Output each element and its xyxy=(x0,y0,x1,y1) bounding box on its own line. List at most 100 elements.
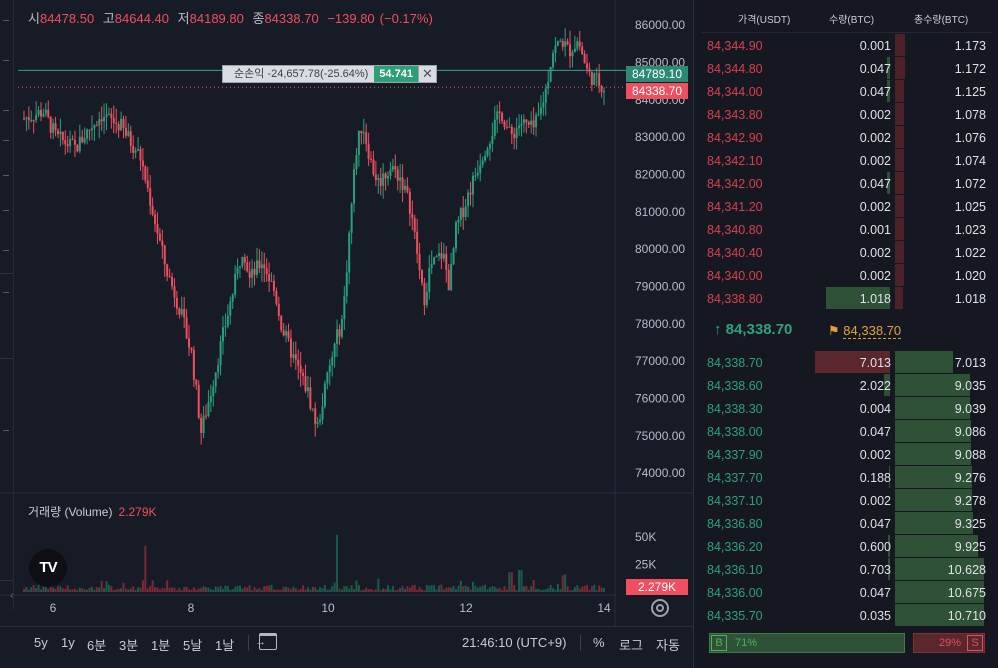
log-scale-button[interactable]: 로그 xyxy=(619,638,643,653)
change-value: −139.80 xyxy=(327,11,375,26)
bid-row[interactable]: 84,337.10 0.002 9.278 xyxy=(702,489,992,512)
tool-marker[interactable] xyxy=(3,175,9,176)
volume-bar xyxy=(418,586,421,592)
volume-bar xyxy=(404,589,407,592)
ask-row[interactable]: 84,342.10 0.002 1.074 xyxy=(702,149,992,172)
timeframe-1y[interactable]: 1y xyxy=(61,635,75,650)
bid-price: 84,336.20 xyxy=(707,540,763,554)
ask-row[interactable]: 84,338.80 1.018 1.018 xyxy=(702,287,992,310)
bid-price: 84,338.00 xyxy=(707,425,763,439)
candle-body xyxy=(93,125,96,129)
timeframe-5d[interactable]: 5날 xyxy=(183,638,203,653)
bid-row[interactable]: 84,338.00 0.047 9.086 xyxy=(702,420,992,443)
ask-row[interactable]: 84,344.80 0.047 1.172 xyxy=(702,57,992,80)
candle-body xyxy=(73,139,76,145)
volume-bar xyxy=(428,585,431,592)
bid-row[interactable]: 84,336.20 0.600 9.925 xyxy=(702,535,992,558)
close-icon[interactable]: ✕ xyxy=(417,66,436,82)
candle-body xyxy=(348,232,351,273)
bid-qty-bar xyxy=(889,466,890,488)
candle-body xyxy=(586,63,589,69)
tool-marker[interactable] xyxy=(3,20,9,21)
bid-row[interactable]: 84,336.00 0.047 10.675 xyxy=(702,581,992,604)
position-pnl: 순손익 -24,657.78(-25.64%) xyxy=(223,66,375,82)
volume-bar xyxy=(333,582,336,592)
ask-row[interactable]: 84,340.00 0.002 1.020 xyxy=(702,264,992,287)
bid-total: 9.278 xyxy=(954,494,986,508)
ask-row[interactable]: 84,342.00 0.047 1.072 xyxy=(702,172,992,195)
toolbar-separator xyxy=(248,635,249,651)
timeframe-1d[interactable]: 1날 xyxy=(215,638,235,653)
bid-row[interactable]: 84,338.30 0.004 9.039 xyxy=(702,397,992,420)
ask-row[interactable]: 84,342.90 0.002 1.076 xyxy=(702,126,992,149)
high-value: 84644.40 xyxy=(114,11,170,26)
bid-row[interactable]: 84,338.60 2.022 9.035 xyxy=(702,374,992,397)
bid-row[interactable]: 84,337.70 0.188 9.276 xyxy=(702,466,992,489)
volume-bar xyxy=(566,586,569,592)
tool-marker[interactable] xyxy=(3,292,9,293)
volume-bar xyxy=(88,587,91,592)
tradingview-logo-icon[interactable]: TV xyxy=(29,549,67,587)
bid-qty-bar xyxy=(888,558,890,580)
timeframe-5y[interactable]: 5y xyxy=(34,635,48,650)
volume-bar xyxy=(168,587,171,592)
gear-icon[interactable] xyxy=(651,599,669,617)
volume-bar xyxy=(224,585,227,592)
tool-marker[interactable] xyxy=(3,430,9,431)
tool-marker[interactable] xyxy=(3,60,9,61)
candle-body xyxy=(391,166,394,170)
timeframe-6m[interactable]: 6분 xyxy=(87,638,107,653)
position-tag[interactable]: 순손익 -24,657.78(-25.64%) 54.741 ✕ xyxy=(222,65,437,83)
ask-row[interactable]: 84,344.90 0.001 1.173 xyxy=(702,34,992,57)
tool-marker[interactable] xyxy=(3,210,9,211)
candle-body xyxy=(231,294,234,302)
volume-bar xyxy=(294,588,297,592)
candle-body xyxy=(416,231,419,254)
candle-body xyxy=(224,326,227,328)
volume-bar xyxy=(54,588,57,592)
bid-row[interactable]: 84,336.10 0.703 10.628 xyxy=(702,558,992,581)
tool-marker[interactable] xyxy=(3,250,9,251)
mark-price[interactable]: ⚑ 84,338.70 xyxy=(828,323,902,339)
bid-row[interactable]: 84,337.90 0.002 9.088 xyxy=(702,443,992,466)
price-tick-label: 77000.00 xyxy=(635,354,685,368)
auto-scale-button[interactable]: 자동 xyxy=(656,638,680,653)
candle-body xyxy=(122,118,125,128)
price-chart-svg[interactable]: 86000.0085000.0084000.0083000.0082000.00… xyxy=(0,0,694,626)
volume-bar xyxy=(571,590,574,592)
bid-qty-bar xyxy=(884,374,890,396)
volume-bar xyxy=(287,587,290,592)
volume-bar xyxy=(221,589,224,592)
volume-bar xyxy=(144,545,147,592)
price-tick-label: 86000.00 xyxy=(635,18,685,32)
bid-row[interactable]: 84,335.70 0.035 10.710 xyxy=(702,604,992,627)
bid-qty: 0.004 xyxy=(859,402,891,416)
volume-bar xyxy=(471,581,474,592)
ask-row[interactable]: 84,340.80 0.001 1.023 xyxy=(702,218,992,241)
candle-body xyxy=(370,158,373,160)
ask-row[interactable]: 84,340.40 0.002 1.022 xyxy=(702,241,992,264)
tool-marker[interactable] xyxy=(3,110,9,111)
volume-bar xyxy=(302,585,305,592)
ask-row[interactable]: 84,344.00 0.047 1.125 xyxy=(702,80,992,103)
timeframe-1m[interactable]: 1분 xyxy=(151,638,171,653)
volume-bar xyxy=(396,589,399,592)
ask-row[interactable]: 84,343.80 0.002 1.078 xyxy=(702,103,992,126)
timeframe-3m[interactable]: 3분 xyxy=(119,638,139,653)
candle-body xyxy=(535,114,538,128)
ask-row[interactable]: 84,341.20 0.002 1.025 xyxy=(702,195,992,218)
candle-body xyxy=(42,113,45,117)
goto-date-icon[interactable] xyxy=(255,633,277,650)
candle-body xyxy=(573,48,576,53)
volume-bar xyxy=(59,586,62,592)
volume-bar xyxy=(103,588,106,592)
tool-marker[interactable] xyxy=(3,140,9,141)
chart-panel[interactable]: ‹ 시84478.50 고84644.40 저84189.80 종84338.7… xyxy=(0,0,694,668)
volume-bar xyxy=(435,589,438,592)
bid-row[interactable]: 84,336.80 0.047 9.325 xyxy=(702,512,992,535)
volume-bar xyxy=(348,588,351,592)
bid-row[interactable]: 84,338.70 7.013 7.013 xyxy=(702,351,992,374)
header-price: 가격(USDT) xyxy=(738,15,791,26)
clock-timezone[interactable]: 21:46:10 (UTC+9) xyxy=(462,635,567,650)
percent-scale-button[interactable]: % xyxy=(593,635,605,650)
